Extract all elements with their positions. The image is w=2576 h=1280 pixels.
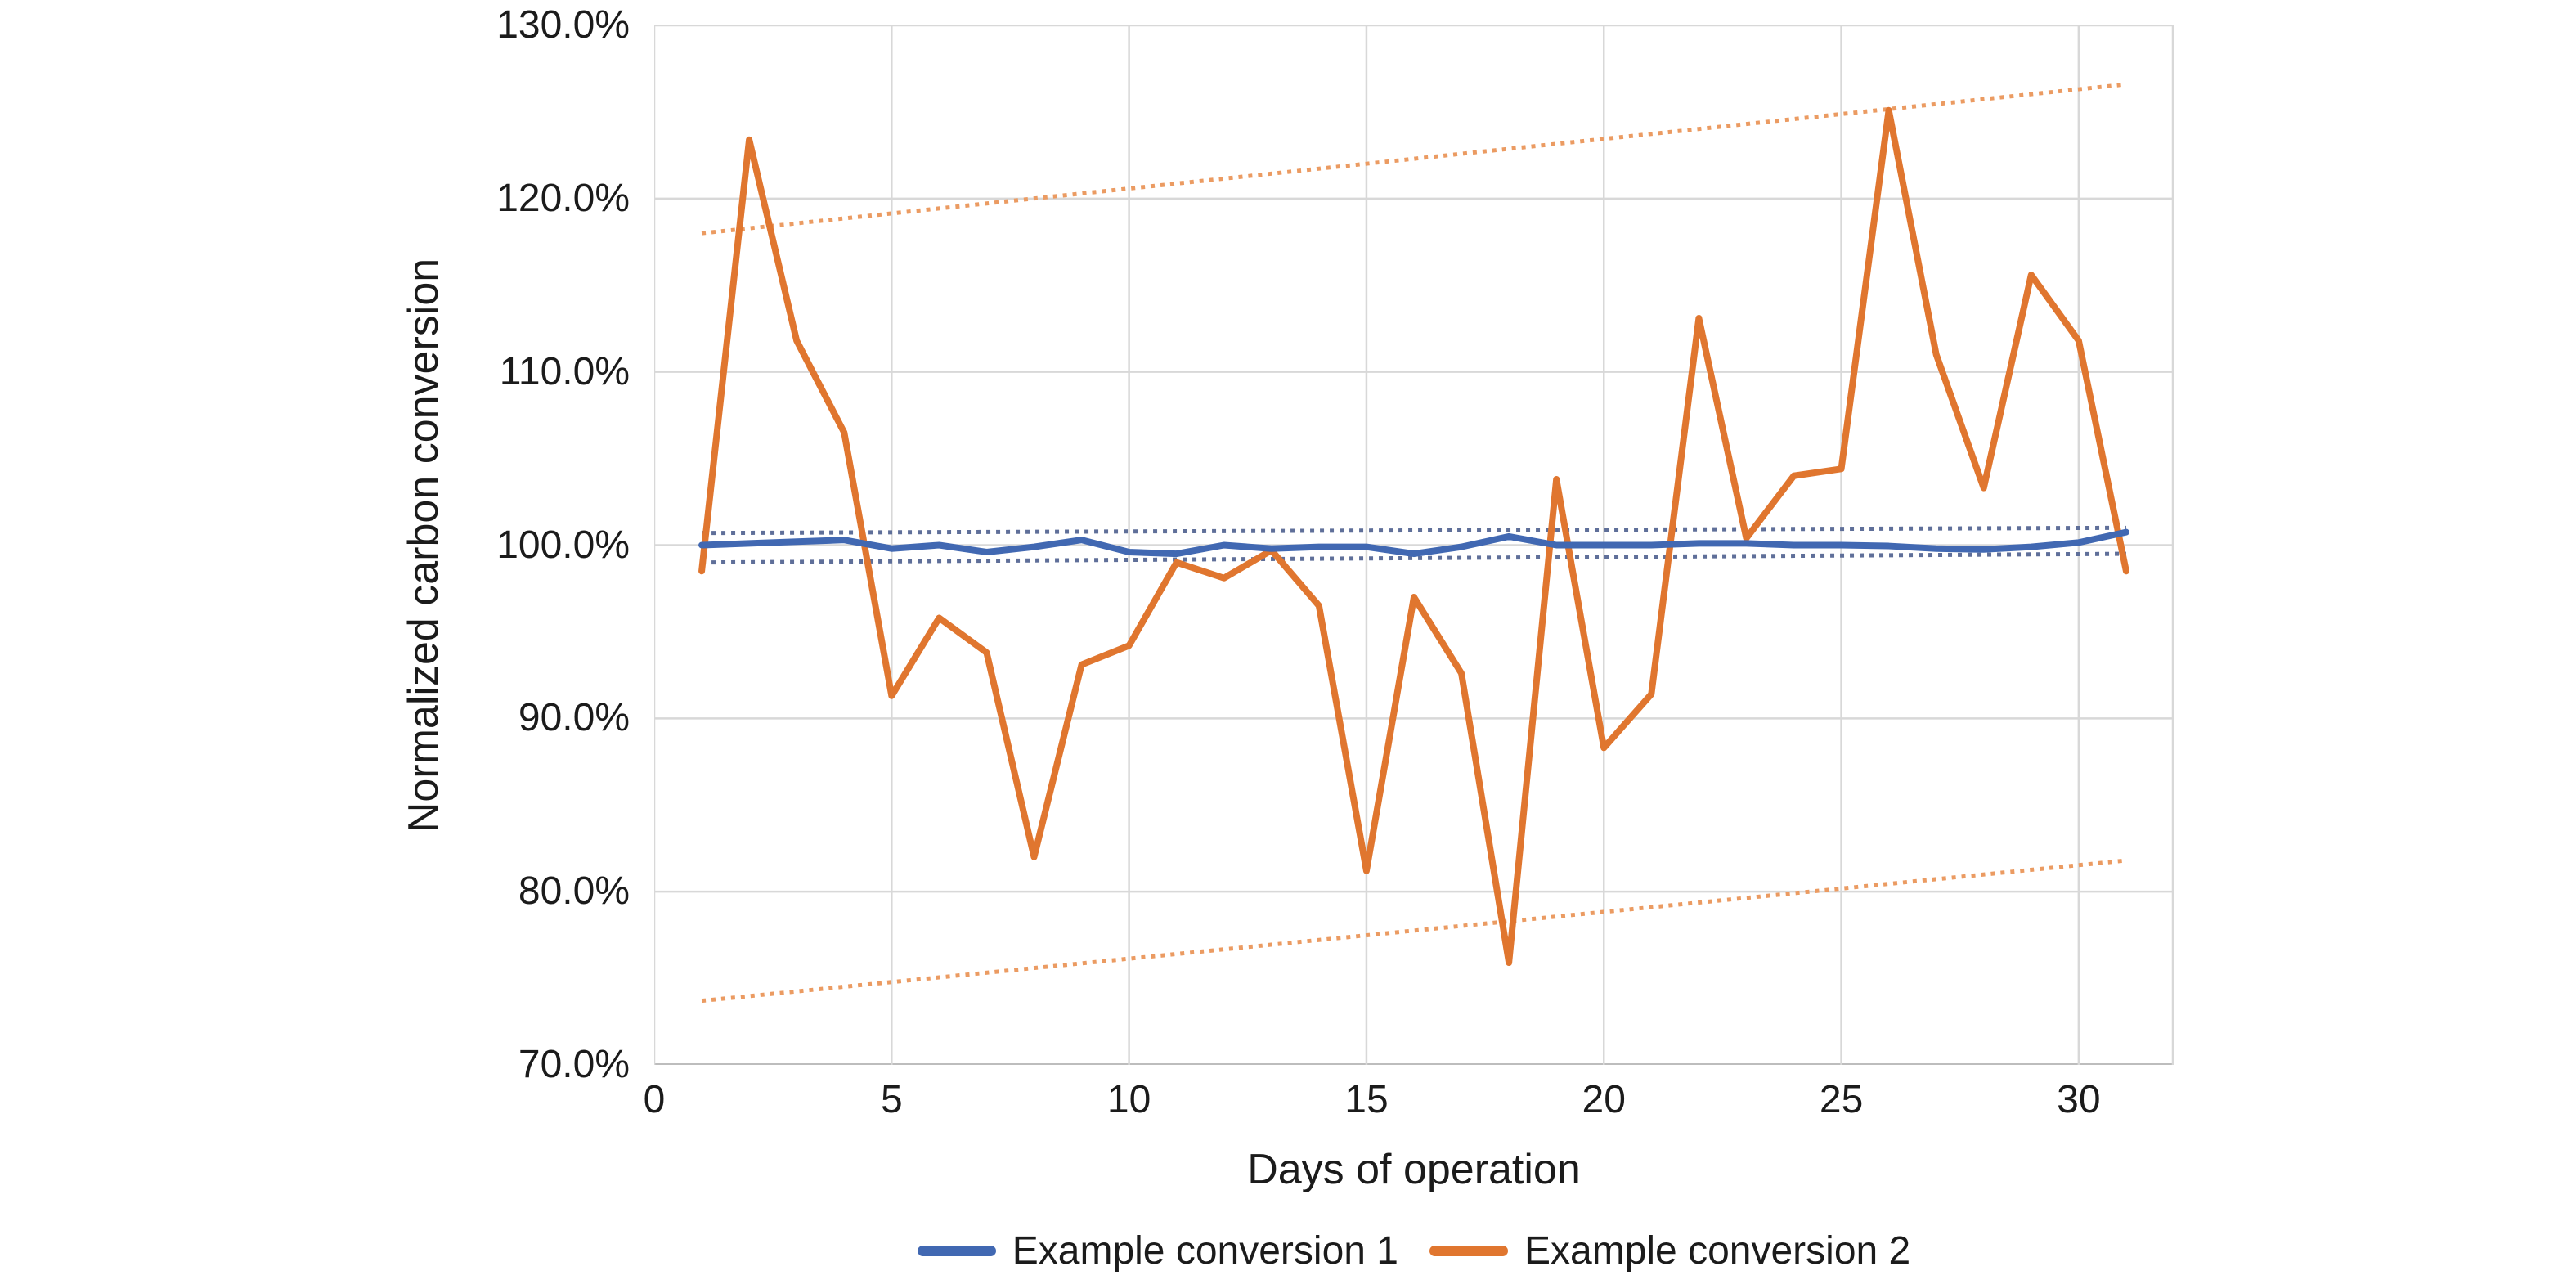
x-tick-label: 20 [1582, 1078, 1626, 1121]
legend: Example conversion 1 Example conversion 2 [654, 1224, 2174, 1277]
series-line-example-conversion-2 [698, 106, 2129, 967]
x-tick-label: 30 [2057, 1078, 2101, 1121]
series-line-example-conversion-2-lower-limit [701, 858, 2127, 1004]
y-tick-label: 100.0% [496, 523, 630, 567]
series-line-example-conversion-1-upper-limit [702, 525, 2126, 536]
y-tick-label: 70.0% [518, 1043, 630, 1086]
legend-swatch-icon [1429, 1245, 1508, 1256]
y-tick-label: 120.0% [496, 176, 630, 220]
legend-swatch-icon [917, 1245, 996, 1256]
legend-label: Example conversion 2 [1524, 1228, 1911, 1273]
y-tick-label: 110.0% [499, 349, 630, 393]
x-axis-title: Days of operation [1247, 1146, 1581, 1193]
y-tick-label: 90.0% [518, 696, 630, 740]
x-tick-label: 15 [1344, 1078, 1389, 1121]
x-tick-label: 25 [1819, 1078, 1864, 1121]
y-tick-label: 130.0% [496, 3, 630, 47]
series-line-example-conversion-2-upper-limit [701, 82, 2127, 236]
plot-area [654, 25, 2174, 1065]
x-tick-label: 5 [880, 1078, 903, 1121]
series-line-example-conversion-1 [698, 528, 2129, 558]
series-line-example-conversion-1-lower-limit [702, 551, 2126, 565]
plot-region [654, 25, 2174, 1065]
x-tick-label: 0 [643, 1078, 666, 1121]
legend-item: Example conversion 1 [917, 1228, 1398, 1273]
y-tick-label: 80.0% [518, 869, 630, 914]
legend-item: Example conversion 2 [1429, 1228, 1910, 1273]
legend-label: Example conversion 1 [1012, 1228, 1398, 1273]
x-tick-label: 10 [1106, 1078, 1151, 1121]
